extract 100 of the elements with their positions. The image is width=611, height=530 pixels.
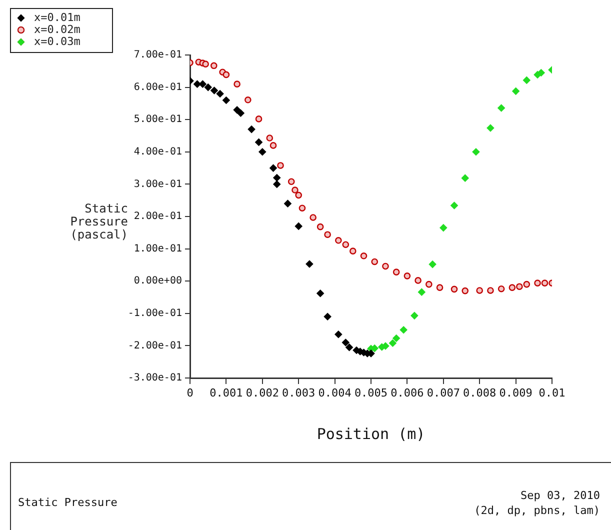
point [486, 124, 494, 132]
point [342, 241, 350, 248]
point [306, 260, 314, 268]
point [316, 290, 324, 298]
point [198, 80, 206, 88]
point [512, 87, 520, 95]
point [270, 164, 277, 172]
point [258, 148, 266, 156]
y-axis-title: Static Pressure (pascal) [70, 202, 128, 242]
point [222, 71, 230, 78]
point [255, 116, 262, 122]
point [273, 180, 281, 188]
x-tick-label: 0.006 [390, 386, 424, 400]
y-tick-label: 6.00e-01 [134, 82, 182, 93]
point [522, 76, 530, 84]
y-tick-label: 4.00e-01 [134, 146, 182, 158]
point [389, 339, 396, 347]
point [461, 174, 469, 182]
y-tick-label: 0.00e+00 [134, 276, 182, 287]
point [292, 186, 298, 194]
x-axis-title: Position (m) [316, 424, 426, 443]
text: (2d, dp, pbns, lam) [474, 504, 600, 517]
point [534, 280, 541, 286]
point [360, 252, 368, 260]
y-tick-label: 7.00e-01 [134, 50, 182, 61]
x-tick-label: 0.004 [318, 386, 352, 400]
point [450, 286, 458, 293]
point [450, 202, 458, 210]
x-tick-label: 0.01 [538, 386, 566, 400]
point [255, 138, 262, 146]
x-tick-label: 0.007 [426, 386, 460, 400]
y-tick-label: -3.00e-01 [128, 372, 182, 384]
x-tick-label: 0.009 [499, 386, 532, 400]
point [418, 288, 426, 296]
point [316, 223, 324, 230]
point [277, 162, 284, 169]
point [382, 262, 389, 270]
text: Sep 03, 2010 [520, 489, 600, 502]
x-tick-label: 0.002 [246, 386, 279, 400]
point [414, 277, 422, 284]
point [194, 80, 201, 88]
y-tick-label: 1.00e-01 [134, 243, 182, 254]
point [335, 237, 342, 244]
point [294, 222, 302, 230]
point [273, 174, 281, 182]
x-tick-label: 0.008 [463, 386, 496, 400]
point [516, 283, 523, 290]
point [476, 287, 483, 294]
point [210, 86, 218, 94]
text: Static Pressure [18, 496, 118, 509]
x-tick-label: 0.001 [210, 386, 243, 400]
y-tick-label: 3.00e-01 [134, 178, 182, 190]
point [392, 334, 400, 342]
legend-label: x=0.01m [34, 10, 81, 24]
legend-label: x=0.03m [34, 34, 81, 48]
y-tick-label: 2.00e-01 [134, 211, 182, 222]
point [410, 312, 418, 320]
point [248, 126, 256, 133]
legend-label: x=0.02m [34, 22, 81, 36]
point [472, 148, 480, 156]
point [350, 248, 356, 254]
point [288, 178, 295, 186]
point [270, 142, 277, 149]
point [392, 268, 400, 276]
point [342, 338, 350, 346]
point [204, 84, 212, 91]
y-tick-label: -1.00e-01 [128, 308, 182, 319]
x-tick-label: 0.005 [354, 386, 388, 400]
point [210, 62, 218, 70]
point [295, 192, 302, 199]
point [334, 330, 342, 338]
point [426, 280, 432, 288]
point [537, 69, 545, 76]
point [236, 109, 244, 117]
point [310, 214, 316, 221]
point [436, 284, 444, 291]
point [523, 280, 530, 288]
point [324, 231, 331, 238]
point [298, 204, 306, 212]
y-tick-label: 5.00e-01 [134, 114, 182, 126]
point [244, 96, 252, 104]
x-tick-label: 0 [186, 386, 194, 400]
point [324, 312, 332, 320]
point [462, 287, 469, 294]
point [428, 260, 436, 268]
point [400, 326, 408, 334]
x-tick-label: 0.003 [282, 386, 316, 400]
point [202, 60, 209, 68]
point [508, 284, 516, 291]
y-tick-label: -2.00e-01 [128, 340, 182, 352]
point [266, 134, 274, 142]
point [222, 96, 230, 104]
point [541, 280, 548, 286]
point [404, 272, 411, 280]
point [216, 90, 224, 98]
point [498, 285, 505, 292]
point [440, 224, 448, 232]
point [234, 80, 240, 88]
point [284, 200, 292, 208]
point [346, 344, 353, 352]
